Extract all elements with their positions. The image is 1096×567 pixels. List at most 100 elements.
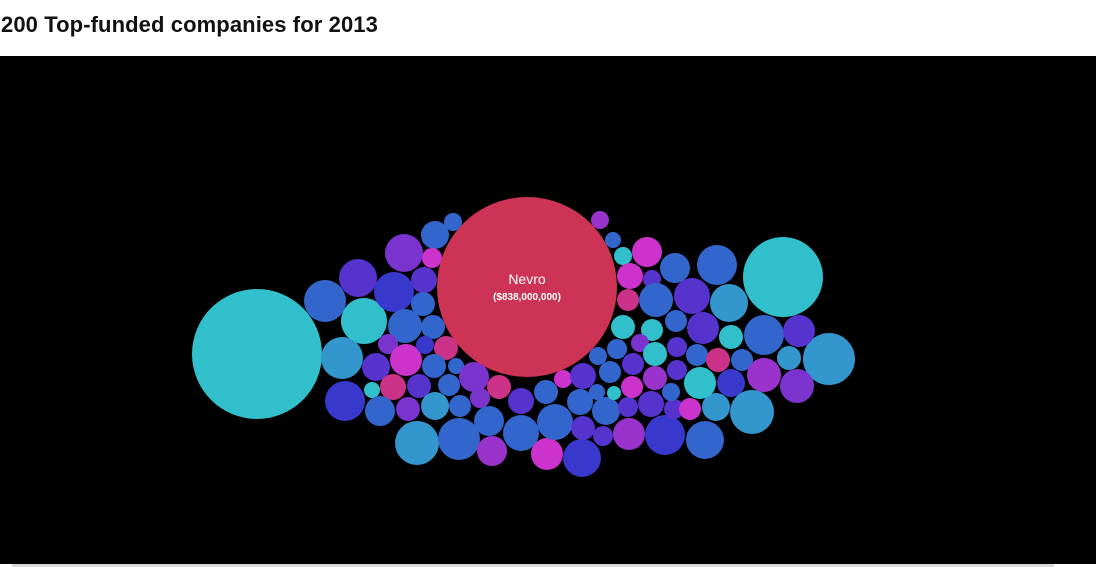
bubble-74[interactable] (665, 310, 687, 332)
bubble-14[interactable] (421, 315, 445, 339)
bubble-68[interactable] (617, 289, 639, 311)
bubble-17[interactable] (362, 353, 390, 381)
bubble-55[interactable] (638, 391, 664, 417)
bubble-52[interactable] (613, 418, 645, 450)
bubble-70[interactable] (674, 278, 710, 314)
bubble-15[interactable] (321, 337, 363, 379)
bubble-56[interactable] (664, 399, 684, 419)
bubble-98[interactable] (780, 369, 814, 403)
bubble-71[interactable] (710, 284, 748, 322)
bubble-93[interactable] (589, 384, 605, 400)
bubble-89[interactable] (667, 360, 687, 380)
bubble-5[interactable] (339, 259, 377, 297)
bubble-40[interactable] (531, 438, 563, 470)
bubble-69[interactable] (639, 283, 673, 317)
bubble-35[interactable] (474, 406, 504, 436)
bubble-60[interactable] (591, 211, 609, 229)
bubble-83[interactable] (622, 353, 644, 375)
bubble-49[interactable] (570, 363, 596, 389)
bubble-16[interactable] (325, 381, 365, 421)
bubble-81[interactable] (589, 347, 607, 365)
bubble-42[interactable] (563, 439, 601, 477)
bubble-32[interactable] (449, 395, 471, 417)
bubble-21[interactable] (380, 374, 406, 400)
bubble-22[interactable] (407, 374, 431, 398)
bubble-34[interactable] (487, 375, 511, 399)
bubble-38[interactable] (477, 436, 507, 466)
bubble-67[interactable] (697, 245, 737, 285)
bubble-80[interactable] (607, 339, 627, 359)
bubble-11[interactable] (411, 267, 437, 293)
bubble-39[interactable] (503, 415, 539, 451)
bubble-37[interactable] (438, 418, 480, 460)
bubble-3[interactable] (304, 280, 346, 322)
bubble-25[interactable] (421, 392, 449, 420)
bubble-54[interactable] (686, 421, 724, 459)
bubble-88[interactable] (731, 349, 753, 371)
bubble-79[interactable] (631, 334, 649, 352)
bubble-86[interactable] (686, 344, 708, 366)
bubble-96[interactable] (747, 358, 781, 392)
bubble-75[interactable] (687, 312, 719, 344)
bubble-23[interactable] (365, 396, 395, 426)
bubble-41[interactable] (537, 404, 573, 440)
bubble-43[interactable] (571, 416, 595, 440)
bubble-62[interactable] (614, 247, 632, 265)
bubble-nevro[interactable] (437, 197, 617, 377)
bubble-51[interactable] (618, 397, 638, 417)
bubble-2[interactable] (803, 333, 855, 385)
bubble-27[interactable] (434, 336, 458, 360)
bubble-30[interactable] (438, 374, 460, 396)
bubble-91[interactable] (621, 376, 643, 398)
bubble-50[interactable] (592, 397, 620, 425)
bubble-87[interactable] (706, 348, 730, 372)
bubble-18[interactable] (378, 334, 398, 354)
bubble-20[interactable] (364, 382, 380, 398)
bubble-64[interactable] (617, 263, 643, 289)
bubble-33[interactable] (470, 388, 490, 408)
bubble-97[interactable] (777, 346, 801, 370)
bubble-0[interactable] (192, 289, 322, 419)
bubble-9[interactable] (444, 213, 462, 231)
bubble-76[interactable] (719, 325, 743, 349)
bubble-28[interactable] (422, 354, 446, 378)
bubble-82[interactable] (599, 361, 621, 383)
bubble-31[interactable] (459, 362, 489, 392)
bubble-94[interactable] (684, 367, 716, 399)
bubble-47[interactable] (554, 370, 572, 388)
bubble-90[interactable] (643, 366, 667, 390)
bubble-12[interactable] (411, 292, 435, 316)
bubble-13[interactable] (388, 309, 422, 343)
bubble-19[interactable] (390, 344, 422, 376)
bubble-45[interactable] (508, 388, 534, 414)
bubble-66[interactable] (660, 253, 690, 283)
bubble-73[interactable] (641, 319, 663, 341)
bubble-95[interactable] (717, 369, 745, 397)
bubble-84[interactable] (643, 342, 667, 366)
bubble-58[interactable] (702, 393, 730, 421)
bubble-24[interactable] (396, 397, 420, 421)
bubble-61[interactable] (605, 232, 621, 248)
bubble-59[interactable] (730, 390, 774, 434)
bubble-4[interactable] (341, 298, 387, 344)
bubble-72[interactable] (611, 315, 635, 339)
bubble-63[interactable] (632, 237, 662, 267)
bottom-scrollbar[interactable] (12, 564, 1054, 567)
bubble-29[interactable] (448, 358, 464, 374)
bubble-1[interactable] (743, 237, 823, 317)
bubble-53[interactable] (645, 415, 685, 455)
bubble-7[interactable] (385, 234, 423, 272)
bubble-92[interactable] (607, 386, 621, 400)
bubble-44[interactable] (593, 426, 613, 446)
bubble-48[interactable] (567, 389, 593, 415)
bubble-10[interactable] (422, 248, 442, 268)
bubble-77[interactable] (744, 315, 784, 355)
bubble-85[interactable] (667, 337, 687, 357)
bubble-8[interactable] (421, 221, 449, 249)
bubble-99[interactable] (662, 383, 680, 401)
bubble-57[interactable] (679, 398, 701, 420)
bubble-6[interactable] (374, 272, 414, 312)
bubble-78[interactable] (783, 315, 815, 347)
bubble-26[interactable] (416, 336, 434, 354)
bubble-46[interactable] (534, 380, 558, 404)
